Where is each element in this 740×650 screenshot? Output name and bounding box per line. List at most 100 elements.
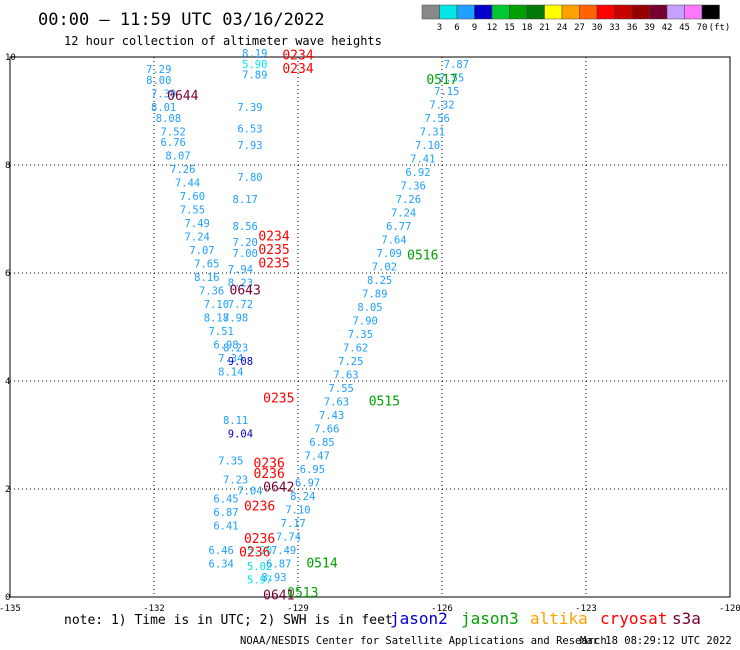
swh-value-label: 7.55 bbox=[439, 72, 464, 84]
swh-value-label: 8.23 bbox=[223, 342, 248, 354]
legend-label: 12 bbox=[487, 23, 498, 33]
swh-value-label: 7.90 bbox=[353, 315, 378, 327]
legend-swatch bbox=[439, 4, 458, 20]
legend-label: 33 bbox=[609, 23, 620, 33]
swh-value-label: 7.56 bbox=[425, 113, 450, 125]
swh-value-label: 6.87 bbox=[266, 558, 291, 570]
swh-value-label: 7.39 bbox=[237, 102, 262, 114]
swh-value-label: 7.47 bbox=[305, 450, 330, 462]
legend-label: 21 bbox=[539, 23, 550, 33]
y-tick-label: 10 bbox=[5, 53, 16, 63]
y-tick-label: 6 bbox=[5, 269, 10, 279]
satellite-legend-s3a: s3a bbox=[672, 609, 701, 628]
credit-text: NOAA/NESDIS Center for Satellite Applica… bbox=[240, 635, 607, 647]
swh-value-label: 7.02 bbox=[372, 261, 397, 273]
swh-value-label: 7.41 bbox=[410, 153, 435, 165]
swh-value-label: 8.00 bbox=[146, 75, 171, 87]
swh-value-label: 7.25 bbox=[338, 356, 363, 368]
chart-subtitle: 12 hour collection of altimeter wave hei… bbox=[64, 34, 382, 48]
legend-swatch bbox=[491, 4, 510, 20]
swh-value-label: 8.93 bbox=[261, 572, 286, 584]
swh-value-label: 7.94 bbox=[228, 264, 253, 276]
y-tick-label: 8 bbox=[5, 161, 10, 171]
units-note: note: 1) Time is in UTC; 2) SWH is in fe… bbox=[64, 613, 393, 628]
swh-value-label: 7.00 bbox=[233, 248, 258, 260]
swh-value-label: 7.31 bbox=[420, 126, 445, 138]
pass-time-label: 0236 bbox=[244, 532, 275, 547]
legend-swatch bbox=[544, 4, 563, 20]
swh-value-label: 8.19 bbox=[242, 48, 267, 60]
plot-frame bbox=[9, 56, 731, 598]
swh-value-label: 8.56 bbox=[233, 221, 258, 233]
pass-time-label: 0235 bbox=[258, 257, 289, 272]
swh-value-label: 6.46 bbox=[209, 545, 234, 557]
swh-value-label: 6.76 bbox=[161, 137, 186, 149]
legend-swatch bbox=[456, 4, 475, 20]
swh-value-label: 7.32 bbox=[429, 99, 454, 111]
pass-time-label: 0235 bbox=[258, 243, 289, 258]
swh-value-label: 7.98 bbox=[223, 313, 248, 325]
swh-value-label: 7.35 bbox=[348, 329, 373, 341]
swh-value-label: 8.05 bbox=[357, 302, 382, 314]
swh-value-label: 7.66 bbox=[314, 423, 339, 435]
legend-swatch bbox=[421, 4, 440, 20]
swh-value-label: 9.08 bbox=[228, 356, 253, 368]
swh-value-label: 7.15 bbox=[434, 86, 459, 98]
chart-title: 00:00 – 11:59 UTC 03/16/2022 bbox=[38, 10, 325, 30]
swh-value-label: 7.36 bbox=[199, 286, 224, 298]
legend-label: 18 bbox=[522, 23, 533, 33]
pass-time-label: 0513 bbox=[287, 586, 318, 601]
x-tick-label: -135 bbox=[0, 604, 21, 614]
legend-swatch bbox=[526, 4, 545, 20]
swh-value-label: 8.08 bbox=[156, 113, 181, 125]
swh-value-label: 7.23 bbox=[223, 475, 248, 487]
legend-label: 36 bbox=[627, 23, 638, 33]
legend-label: 3 bbox=[437, 23, 442, 33]
satellite-legend-jason2: jason2 bbox=[390, 609, 448, 628]
swh-value-label: 6.77 bbox=[386, 221, 411, 233]
swh-value-label: 7.49 bbox=[271, 545, 296, 557]
swh-value-label: 8.23 bbox=[228, 278, 253, 290]
swh-value-label: 7.34 bbox=[218, 353, 243, 365]
swh-value-label: 8.18 bbox=[204, 313, 229, 325]
swh-value-label: 6.53 bbox=[237, 124, 262, 136]
swh-value-label: 8.16 bbox=[194, 272, 219, 284]
swh-value-label: 6.41 bbox=[213, 521, 238, 533]
legend-swatch bbox=[596, 4, 615, 20]
swh-value-label: 9.04 bbox=[228, 429, 253, 441]
swh-value-label: 7.20 bbox=[233, 237, 258, 249]
legend-label: 70 bbox=[697, 23, 708, 33]
legend-swatch bbox=[509, 4, 528, 20]
y-tick-label: 2 bbox=[5, 485, 10, 495]
legend-swatch bbox=[631, 4, 650, 20]
legend-label: 9 bbox=[472, 23, 477, 33]
y-tick-label: 0 bbox=[5, 593, 10, 603]
satellite-legend-cryosat: cryosat bbox=[600, 609, 667, 628]
swh-value-label: 6.85 bbox=[309, 437, 334, 449]
pass-time-label: 0234 bbox=[258, 230, 289, 245]
satellite-legend-altika: altika bbox=[530, 609, 588, 628]
pass-time-label: 0515 bbox=[369, 394, 400, 409]
swh-value-label: 7.55 bbox=[329, 383, 354, 395]
swh-value-label: 6.98 bbox=[213, 340, 238, 352]
swh-value-label: 7.07 bbox=[189, 245, 214, 257]
swh-values: 7.298.007.398.018.087.526.768.077.267.44… bbox=[146, 48, 469, 587]
swh-value-label: 7.10 bbox=[415, 140, 440, 152]
x-tick-label: -120 bbox=[719, 604, 740, 614]
swh-value-label: 8.25 bbox=[367, 275, 392, 287]
pass-time-label: 0643 bbox=[230, 284, 261, 299]
legend-swatch bbox=[474, 4, 493, 20]
swh-value-label: 6.97 bbox=[295, 477, 320, 489]
swh-value-label: 7.24 bbox=[185, 232, 210, 244]
color-legend: 3 6 9 12 15 18 21 24 27 30 33 36 39 42 45 70 (ft) bbox=[421, 4, 730, 33]
x-tick-label: -132 bbox=[143, 604, 165, 614]
generated-timestamp: Mar 18 08:29:12 UTC 2022 bbox=[580, 635, 732, 647]
pass-time-label: 0514 bbox=[306, 556, 337, 571]
swh-value-label: 5.97 bbox=[247, 575, 272, 587]
swh-value-label: 7.63 bbox=[333, 369, 358, 381]
swh-value-label: 7.26 bbox=[170, 164, 195, 176]
swh-value-label: 5.20 bbox=[247, 545, 272, 557]
swh-value-label: 7.62 bbox=[343, 342, 368, 354]
legend-label: 27 bbox=[574, 23, 585, 33]
